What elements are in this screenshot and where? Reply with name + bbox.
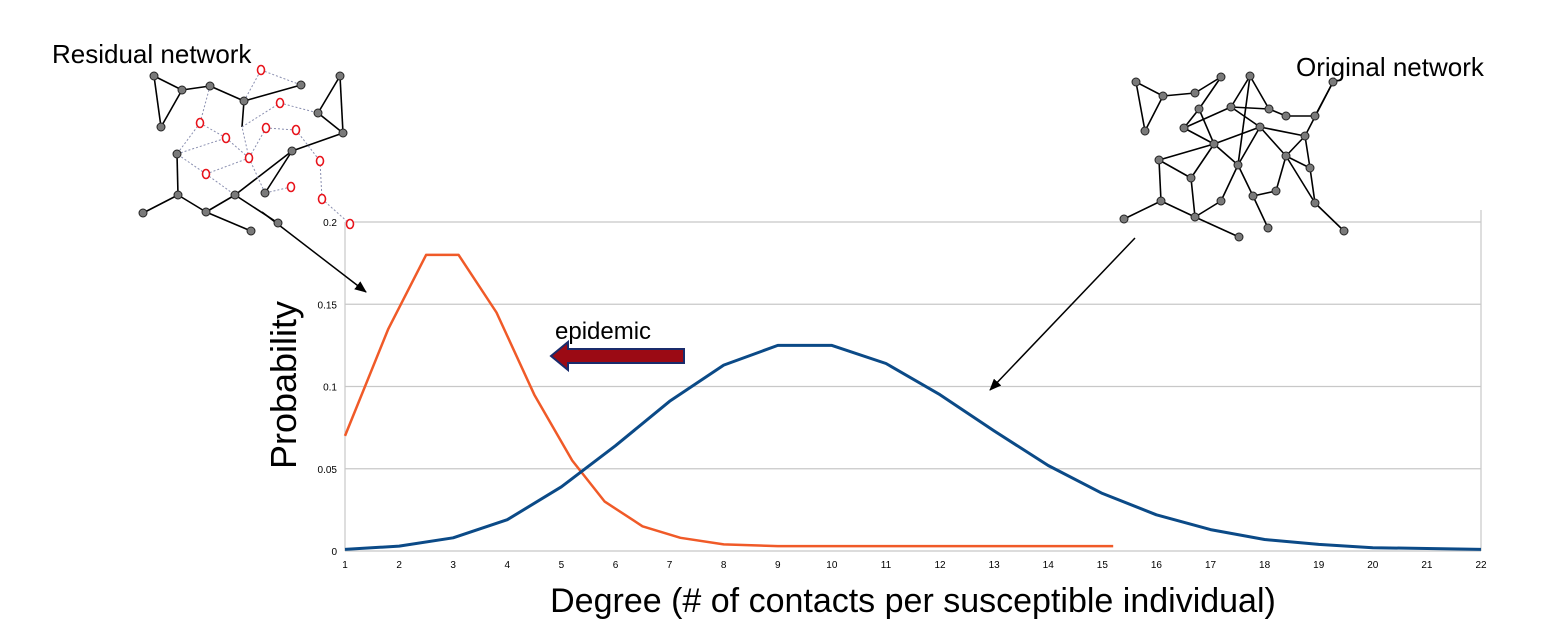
series-layer — [343, 253, 1482, 551]
x-tick-label: 18 — [1259, 560, 1271, 571]
x-tick-label: 2 — [396, 560, 402, 571]
x-tick-label: 9 — [775, 560, 781, 571]
y-tick-label: 0.1 — [323, 383, 337, 394]
x-tick-label: 16 — [1151, 560, 1163, 571]
x-tick-label: 15 — [1097, 560, 1109, 571]
y-tick-label: 0 — [331, 547, 337, 558]
x-tick-label: 3 — [450, 560, 456, 571]
grid-layer — [344, 210, 1482, 552]
series-line-1 — [343, 253, 1114, 548]
x-tick-label: 20 — [1367, 560, 1379, 571]
original-network-label: Original network — [1296, 52, 1485, 82]
x-tick-label: 7 — [667, 560, 673, 571]
residual-network-graph — [138, 64, 355, 236]
y-tick-label: 0.2 — [323, 218, 337, 229]
x-tick-label: 14 — [1043, 560, 1055, 571]
x-tick-label: 6 — [613, 560, 619, 571]
y-tick-label: 0.15 — [318, 300, 338, 311]
x-tick-label: 21 — [1421, 560, 1433, 571]
x-axis-label: Degree (# of contacts per susceptible in… — [550, 582, 1276, 620]
x-tick-label: 10 — [826, 560, 838, 571]
x-tick-label: 1 — [342, 560, 348, 571]
x-tick-label: 22 — [1475, 560, 1487, 571]
x-tick-label: 4 — [505, 560, 511, 571]
residual-network-label: Residual network — [52, 39, 252, 69]
epidemic-label: epidemic — [555, 318, 651, 345]
x-tick-label: 12 — [934, 560, 946, 571]
x-tick-label: 5 — [559, 560, 565, 571]
x-tick-label: 13 — [989, 560, 1001, 571]
y-tick-label: 0.05 — [318, 465, 338, 476]
epidemic-arrow — [549, 339, 685, 373]
y-axis-label: Probability — [263, 301, 304, 469]
x-tick-label: 19 — [1313, 560, 1325, 571]
x-tick-label: 11 — [881, 560, 892, 571]
series-line-2 — [344, 343, 1482, 551]
original-network-graph — [1119, 71, 1349, 242]
original-pointer-arrow — [989, 237, 1136, 391]
x-tick-label: 8 — [721, 560, 727, 571]
axis-layer: 00.050.10.150.21 2 3 4 5 6 7 8 9 10 11 12 13 14 15 16 17… — [318, 218, 1487, 571]
x-tick-label: 17 — [1205, 560, 1217, 571]
